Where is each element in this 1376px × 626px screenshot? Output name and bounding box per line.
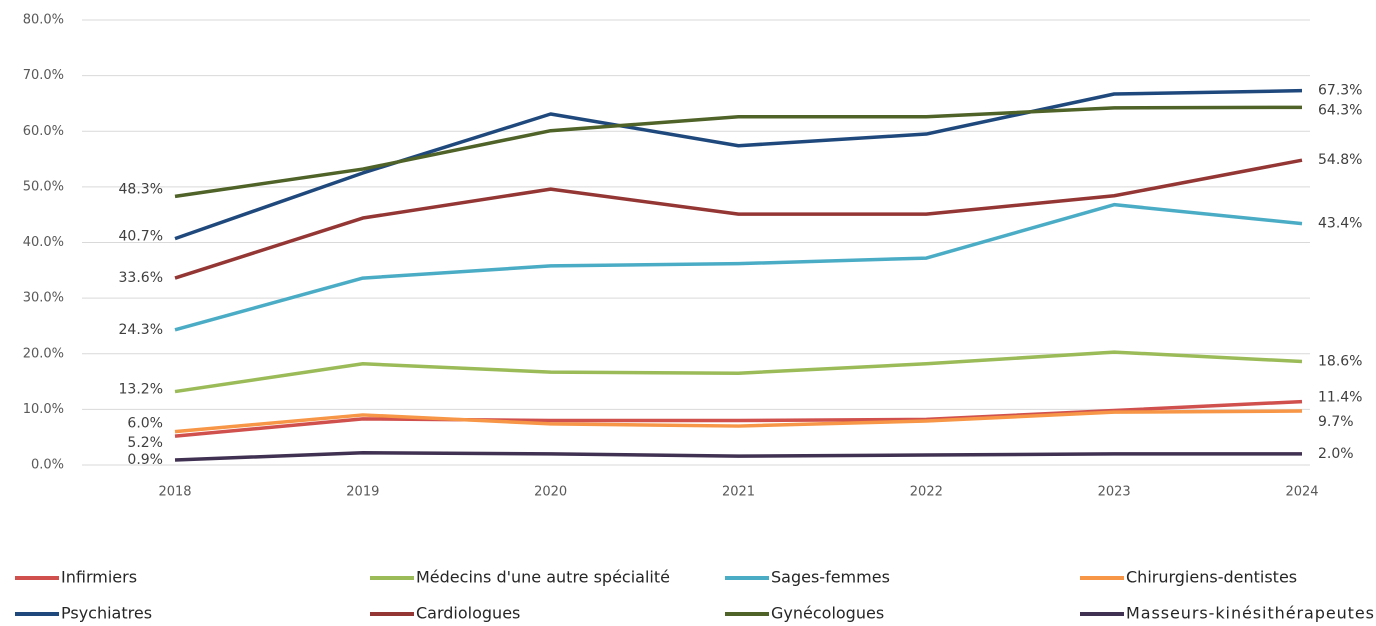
legend-label: Chirurgiens-dentistes [1126,568,1297,587]
legend-label: Sages-femmes [771,568,890,587]
data-label: 24.3% [119,322,163,338]
legend-label: Gynécologues [771,604,884,623]
legend-label: Infirmiers [61,568,137,587]
series-line [174,350,1303,394]
y-tick-label: 40.0% [23,235,64,250]
data-label: 5.2% [127,435,163,451]
series-line [174,88,1303,241]
y-tick-label: 60.0% [23,124,64,139]
data-label: 2.0% [1318,446,1354,462]
x-tick-label: 2024 [1285,485,1318,500]
x-tick-label: 2023 [1098,485,1131,500]
x-tick-label: 2020 [534,485,567,500]
series-line [174,202,1303,332]
y-tick-label: 70.0% [23,68,64,83]
legend-label: Masseurs-kinésithérapeutes [1126,604,1374,623]
data-label: 9.7% [1318,414,1354,430]
series-line [174,451,1302,462]
data-label: 11.4% [1318,390,1362,406]
legend-label: Psychiatres [61,604,152,623]
x-tick-label: 2018 [158,485,191,500]
x-tick-label: 2019 [346,485,379,500]
data-label: 0.9% [127,452,163,468]
y-tick-label: 50.0% [23,179,64,194]
data-label: 48.3% [119,181,163,197]
y-tick-label: 80.0% [23,13,64,28]
data-label: 18.6% [1318,354,1362,370]
data-label: 67.3% [1318,83,1362,99]
x-tick-label: 2022 [910,485,943,500]
data-label: 33.6% [119,270,163,286]
y-tick-label: 20.0% [23,346,64,361]
series-line [174,105,1303,199]
series-line [174,399,1303,438]
data-label: 40.7% [119,229,163,245]
x-tick-label: 2021 [722,485,755,500]
y-tick-label: 30.0% [23,291,64,306]
data-label: 6.0% [127,416,163,432]
data-label: 43.4% [1318,216,1362,232]
legend-label: Médecins d'une autre spécialité [416,568,670,587]
legend-label: Cardiologues [416,604,520,623]
y-tick-label: 0.0% [31,458,64,473]
series-line [174,158,1303,280]
data-label: 54.8% [1318,152,1362,168]
data-label: 64.3% [1318,102,1362,118]
data-label: 13.2% [119,382,163,398]
y-tick-label: 10.0% [23,402,64,417]
series-line [174,409,1303,434]
